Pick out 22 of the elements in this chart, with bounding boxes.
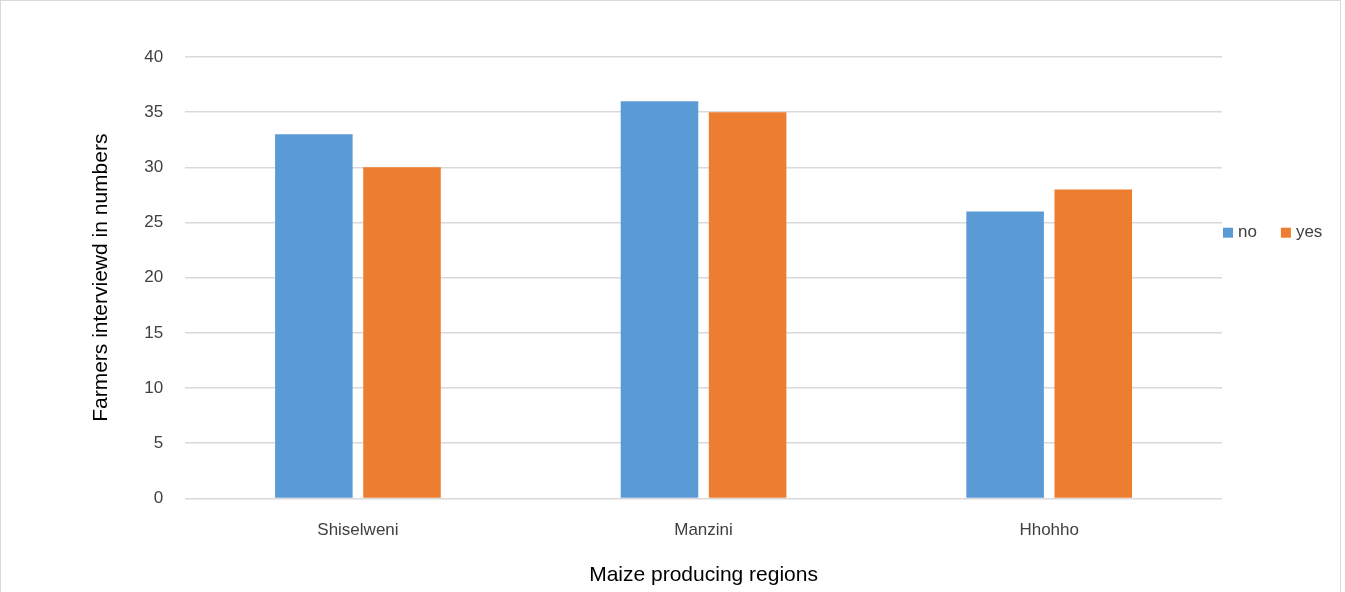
y-tick-label: 30 [144, 157, 164, 177]
legend-label: no [1238, 222, 1257, 242]
y-tick-label: 15 [144, 322, 164, 342]
y-tick-label: 0 [153, 488, 164, 508]
y-tick-label: 20 [144, 267, 164, 287]
y-tick-label: 40 [144, 46, 164, 66]
y-tick-label: 10 [144, 377, 164, 397]
bar [708, 112, 787, 498]
y-tick-label: 35 [144, 101, 164, 121]
x-tick-label: Manzini [674, 520, 733, 540]
x-tick-label: Hhohho [1019, 520, 1079, 540]
x-axis-title: Maize producing regions [589, 562, 818, 586]
y-axis-title: Farmers interviewd in numbers [88, 133, 112, 422]
legend-label: yes [1295, 222, 1323, 242]
y-tick-label: 5 [153, 432, 164, 452]
y-tick-label: 25 [144, 212, 164, 232]
bar [363, 167, 441, 498]
bar [1054, 189, 1133, 498]
x-tick-label: Shiselweni [317, 520, 399, 540]
bar [620, 101, 699, 498]
bar [275, 134, 353, 498]
bar [966, 211, 1044, 498]
